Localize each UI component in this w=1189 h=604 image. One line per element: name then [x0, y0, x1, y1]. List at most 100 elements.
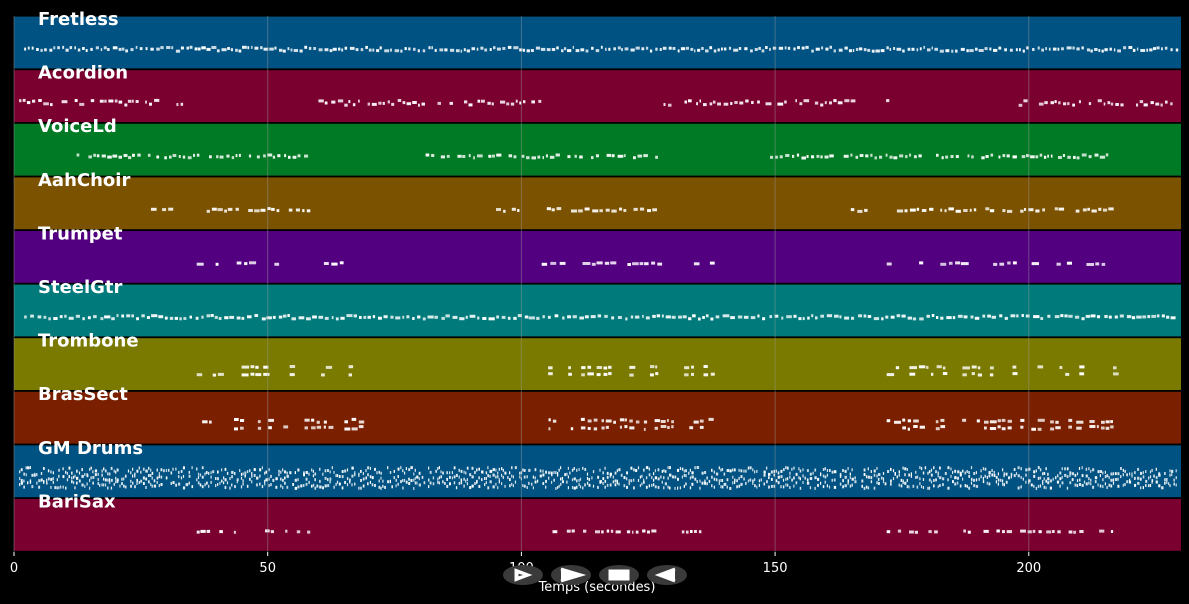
note: [423, 481, 426, 485]
note: [820, 155, 823, 159]
note: [1151, 314, 1156, 318]
note: [1013, 468, 1016, 471]
note: [1166, 478, 1168, 481]
note: [111, 317, 115, 321]
note: [1092, 468, 1095, 472]
note: [863, 468, 866, 472]
note: [637, 466, 640, 470]
forward-button[interactable]: [551, 565, 591, 585]
note: [644, 262, 649, 266]
note: [645, 46, 649, 50]
note: [966, 484, 968, 488]
note: [314, 486, 317, 490]
note: [1151, 468, 1153, 472]
note: [703, 365, 708, 368]
note: [187, 156, 192, 160]
note: [591, 156, 594, 160]
note: [23, 479, 25, 483]
note: [850, 208, 855, 212]
track-notes: [24, 45, 1179, 53]
note: [765, 102, 772, 106]
note: [667, 485, 669, 489]
note: [267, 207, 271, 211]
note: [733, 48, 739, 52]
note: [937, 485, 939, 489]
note: [50, 485, 52, 489]
note: [582, 486, 584, 490]
note: [651, 529, 657, 533]
note: [889, 155, 893, 159]
note: [939, 49, 944, 53]
note: [1099, 484, 1102, 488]
note: [247, 46, 250, 50]
note: [661, 480, 663, 484]
note: [662, 46, 667, 50]
note: [947, 466, 950, 470]
note: [1173, 482, 1175, 486]
note: [669, 473, 672, 477]
note: [826, 469, 828, 472]
note: [474, 482, 476, 485]
note: [546, 207, 551, 211]
stop-icon: [608, 569, 630, 581]
note: [73, 475, 75, 479]
note: [997, 478, 999, 482]
note: [1112, 478, 1115, 482]
note: [573, 477, 576, 481]
note: [340, 316, 345, 320]
note: [217, 208, 223, 212]
note: [981, 156, 985, 160]
note: [478, 476, 480, 480]
note: [777, 471, 780, 475]
note: [548, 471, 551, 475]
note: [844, 99, 850, 103]
note: [948, 261, 953, 265]
note: [471, 475, 474, 479]
note: [690, 47, 694, 51]
note: [352, 103, 356, 107]
note: [865, 475, 868, 479]
stop-button[interactable]: [599, 565, 639, 585]
note: [412, 317, 415, 320]
note: [1140, 471, 1143, 475]
note: [101, 154, 106, 158]
note: [1049, 479, 1053, 483]
note: [592, 484, 595, 488]
note: [876, 474, 878, 478]
note: [1156, 314, 1160, 318]
play-button[interactable]: [503, 565, 543, 585]
note: [19, 99, 22, 103]
note: [463, 470, 465, 474]
note: [496, 47, 501, 51]
note: [150, 482, 152, 486]
note: [329, 477, 332, 481]
note: [806, 155, 809, 158]
note: [671, 420, 674, 424]
note: [1055, 476, 1057, 480]
note: [595, 530, 600, 534]
note: [619, 207, 623, 211]
track-2: [14, 123, 1181, 176]
note: [52, 480, 54, 484]
note: [657, 477, 660, 481]
note: [285, 529, 288, 533]
note: [691, 372, 694, 376]
note: [372, 315, 376, 319]
note: [246, 484, 249, 488]
note: [553, 478, 555, 482]
note: [20, 479, 23, 482]
back-button[interactable]: [647, 565, 687, 585]
note: [855, 48, 859, 51]
note: [465, 479, 467, 483]
note: [1150, 101, 1154, 105]
note: [298, 316, 305, 320]
note: [485, 481, 487, 485]
note: [898, 473, 900, 477]
note: [970, 481, 973, 485]
note: [975, 484, 979, 488]
note: [998, 46, 1002, 50]
note: [1055, 420, 1059, 424]
note: [775, 469, 777, 473]
note: [493, 46, 496, 50]
note: [292, 155, 297, 159]
